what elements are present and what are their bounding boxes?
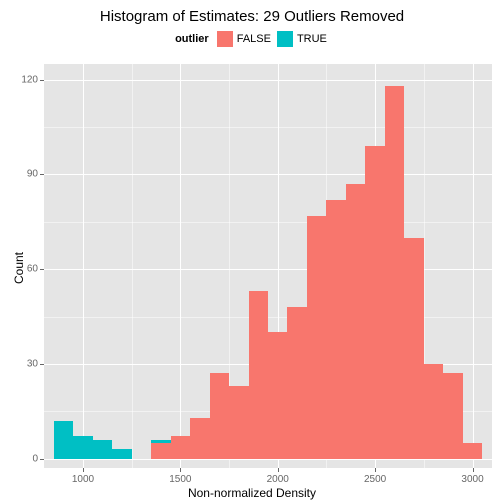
- chart-title: Histogram of Estimates: 29 Outliers Remo…: [0, 0, 504, 25]
- legend-swatch-true: [277, 31, 293, 47]
- x-tick-label: 2000: [267, 474, 289, 485]
- x-tick-label: 3000: [461, 474, 483, 485]
- legend-swatch-false: [217, 31, 233, 47]
- bar-true: [151, 440, 170, 443]
- bar-false: [385, 86, 404, 458]
- bar-false: [190, 418, 209, 459]
- legend-label-false: FALSE: [237, 33, 271, 45]
- y-tick-label: 90: [16, 169, 38, 180]
- bar-false: [346, 184, 365, 459]
- y-tick-label: 120: [16, 74, 38, 85]
- bar-false: [404, 238, 423, 459]
- bar-false: [151, 443, 170, 459]
- bar-true: [112, 449, 131, 458]
- y-axis-title: Count: [12, 252, 26, 284]
- bar-false: [268, 332, 287, 458]
- x-tick-label: 2500: [364, 474, 386, 485]
- bar-false: [463, 443, 482, 459]
- bar-true: [93, 440, 112, 459]
- legend-label-true: TRUE: [297, 33, 327, 45]
- x-tick-label: 1500: [169, 474, 191, 485]
- y-tick-label: 30: [16, 358, 38, 369]
- x-axis-title: Non-normalized Density: [0, 486, 504, 500]
- x-tick-label: 1000: [72, 474, 94, 485]
- bar-false: [443, 373, 462, 458]
- bar-false: [171, 436, 190, 458]
- y-tick-label: 0: [16, 453, 38, 464]
- legend-title: outlier: [175, 33, 209, 45]
- bar-false: [229, 386, 248, 459]
- bar-false: [287, 307, 306, 459]
- bar-false: [424, 364, 443, 459]
- legend: outlier FALSE TRUE: [0, 25, 504, 51]
- plot-area: [44, 64, 492, 468]
- bar-false: [365, 146, 384, 458]
- bar-true: [54, 421, 73, 459]
- bar-false: [210, 373, 229, 458]
- bar-false: [326, 200, 345, 459]
- chart-container: Histogram of Estimates: 29 Outliers Remo…: [0, 0, 504, 504]
- bar-true: [73, 436, 92, 458]
- bar-false: [249, 291, 268, 458]
- bar-false: [307, 216, 326, 459]
